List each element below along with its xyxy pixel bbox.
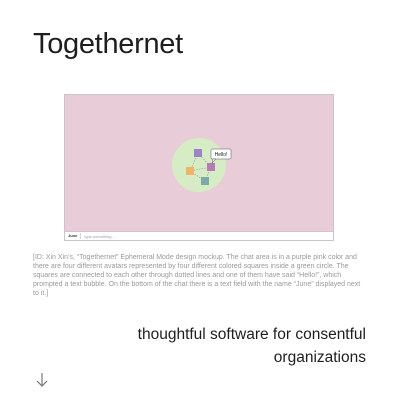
chat-area: Hello! xyxy=(65,95,333,231)
mockup-screenshot: Hello! June xyxy=(64,94,334,241)
page-title: Togethernet xyxy=(33,28,183,60)
speech-bubble: Hello! xyxy=(210,148,232,164)
ephemeral-space: Hello! xyxy=(172,138,232,192)
tagline: thoughtful software for consentful organ… xyxy=(137,326,366,366)
arrow-down-icon[interactable] xyxy=(36,372,48,388)
green-circle xyxy=(172,138,226,192)
teal-avatar[interactable] xyxy=(201,177,209,185)
purple-avatar[interactable] xyxy=(194,149,202,157)
magenta-avatar[interactable] xyxy=(207,163,215,171)
text-field-row: June xyxy=(65,231,333,240)
orange-avatar[interactable] xyxy=(186,167,194,175)
image-description: [ID: Xin Xin’s, “Togethernet” Ephemeral … xyxy=(33,254,361,297)
message-input[interactable] xyxy=(81,232,285,240)
speech-bubble-text: Hello! xyxy=(215,152,228,158)
user-name-label: June xyxy=(65,233,82,239)
